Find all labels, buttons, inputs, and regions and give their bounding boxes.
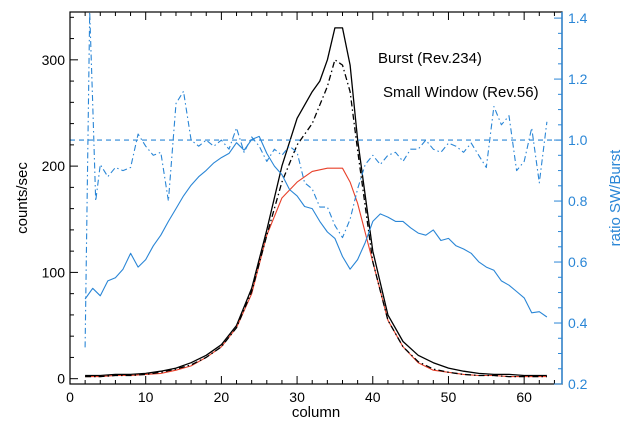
y2-axis-label: ratio SW/Burst bbox=[607, 149, 624, 247]
y2-tick-label-2: 0.6 bbox=[568, 254, 588, 270]
series-layer bbox=[70, 12, 562, 378]
x-tick-label-5: 50 bbox=[441, 389, 457, 405]
y2-tick-label-3: 0.8 bbox=[568, 193, 588, 209]
legend-burst: Burst (Rev.234) bbox=[378, 50, 482, 67]
y-tick-label-2: 200 bbox=[42, 158, 66, 174]
y-tick-label-0: 0 bbox=[57, 371, 65, 387]
y-axis-label: counts/sec bbox=[14, 162, 31, 234]
y2-tick-label-5: 1.2 bbox=[568, 71, 588, 87]
series-line-0 bbox=[85, 27, 547, 377]
x-tick-label-3: 30 bbox=[289, 389, 305, 405]
x-tick-label-4: 40 bbox=[365, 389, 381, 405]
series-line-3 bbox=[84, 135, 548, 318]
y2-tick-label-4: 1.0 bbox=[568, 132, 588, 148]
y-tick-label-3: 300 bbox=[42, 52, 66, 68]
series-line-1 bbox=[85, 167, 547, 378]
x-tick-label-6: 60 bbox=[516, 389, 532, 405]
x-tick-label-1: 10 bbox=[138, 389, 154, 405]
y2-tick-label-1: 0.4 bbox=[568, 315, 588, 331]
axes-layer: 0 10 20 30 40 50 60 0 100 200 300 0.2 0.4 0.6 0.8 1.0 1.… bbox=[42, 10, 588, 405]
y-tick-label-1: 100 bbox=[42, 264, 66, 280]
legend-small-window: Small Window (Rev.56) bbox=[383, 84, 539, 101]
x-axis-label: column bbox=[292, 404, 340, 421]
series-line-4 bbox=[84, 12, 548, 348]
x-tick-label-2: 20 bbox=[214, 389, 230, 405]
x-tick-label-0: 0 bbox=[66, 389, 74, 405]
series-line-2 bbox=[85, 59, 547, 378]
y2-tick-label-0: 0.2 bbox=[568, 376, 588, 392]
y2-tick-label-6: 1.4 bbox=[568, 10, 588, 26]
